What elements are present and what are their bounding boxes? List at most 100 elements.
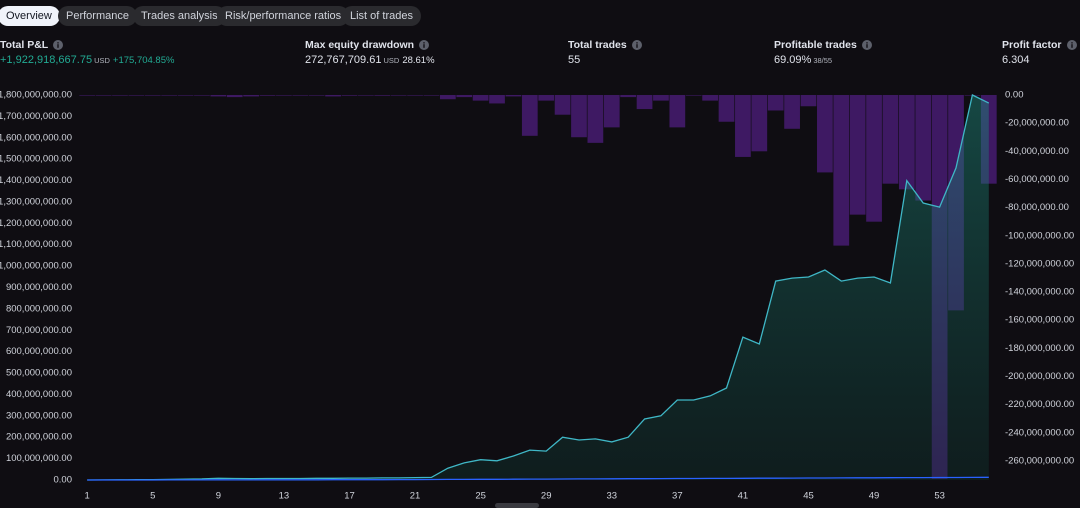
drawdown-bar xyxy=(636,95,653,110)
y-tick-label: 1,500,000,000.00 xyxy=(0,154,72,165)
y-tick-label: 800,000,000.00 xyxy=(6,303,72,314)
stat-value: 6.304 xyxy=(1002,54,1030,66)
x-tick-label: 45 xyxy=(803,491,814,502)
stat-value: 272,767,709.61 xyxy=(305,54,382,66)
drawdown-bar xyxy=(456,95,473,98)
x-tick-label: 5 xyxy=(150,491,155,502)
stat: Total trades 55 xyxy=(568,38,642,66)
drawdown-bar xyxy=(374,95,391,96)
drawdown-bar xyxy=(948,95,964,311)
tab[interactable]: Performance xyxy=(58,6,137,26)
y-tick-label: 0.00 xyxy=(54,475,73,486)
drawdown-bar xyxy=(653,95,669,101)
x-tick-label: 37 xyxy=(672,491,683,502)
drawdown-bar xyxy=(685,95,702,96)
drawdown-bar xyxy=(833,95,850,246)
drawdown-bar xyxy=(964,95,981,96)
drawdown-bar xyxy=(882,95,899,184)
tab[interactable]: List of trades xyxy=(342,6,421,26)
info-icon[interactable] xyxy=(861,40,872,50)
y2-tick-label: -200,000,000.00 xyxy=(1005,371,1074,382)
y-tick-label: 1,100,000,000.00 xyxy=(0,239,72,250)
equity-area xyxy=(87,95,989,480)
y2-tick-label: -240,000,000.00 xyxy=(1005,427,1074,438)
drawdown-bar xyxy=(505,95,522,97)
y-tick-label: 1,300,000,000.00 xyxy=(0,196,72,207)
y-tick-label: 1,200,000,000.00 xyxy=(0,218,72,229)
x-tick-label: 1 xyxy=(85,491,90,502)
y2-tick-label: -160,000,000.00 xyxy=(1005,315,1074,326)
tab[interactable]: Risk/performance ratios xyxy=(217,6,350,26)
drawdown-bar xyxy=(177,95,194,96)
drawdown-bar xyxy=(751,95,768,152)
tab[interactable]: Overview xyxy=(0,6,60,26)
x-tick-label: 25 xyxy=(475,491,486,502)
tab[interactable]: Trades analysis xyxy=(133,6,226,26)
drawdown-bar xyxy=(784,95,800,129)
drawdown-bar xyxy=(849,95,866,215)
stat-label: Profitable trades xyxy=(774,39,857,51)
drawdown-bar xyxy=(603,95,620,128)
y-tick-label: 100,000,000.00 xyxy=(6,453,72,464)
drawdown-bar xyxy=(554,95,571,115)
y-tick-label: 1,400,000,000.00 xyxy=(0,175,72,186)
drawdown-bar xyxy=(128,95,145,96)
x-tick-label: 17 xyxy=(344,491,355,502)
stat-unit: USD xyxy=(94,56,110,65)
y-tick-label: 1,700,000,000.00 xyxy=(0,111,72,122)
y-tick-label: 400,000,000.00 xyxy=(6,389,72,400)
drawdown-bar xyxy=(194,95,210,96)
equity-line xyxy=(87,94,990,481)
y2-tick-label: -20,000,000.00 xyxy=(1005,118,1069,129)
drawdown-bar xyxy=(226,95,243,98)
drawdown-bar xyxy=(931,95,948,479)
stat-extra: 38/55 xyxy=(813,56,833,65)
drawdown-bar xyxy=(735,95,751,157)
x-tick-label: 49 xyxy=(869,491,880,502)
drawdown-bar xyxy=(112,95,128,96)
drawdown-bar xyxy=(718,95,735,122)
info-icon[interactable] xyxy=(631,40,642,50)
y2-tick-label: -80,000,000.00 xyxy=(1005,202,1069,213)
drawdown-bar xyxy=(358,95,374,96)
info-icon[interactable] xyxy=(53,40,64,50)
stat-unit: USD xyxy=(383,56,400,65)
scrollbar[interactable] xyxy=(495,503,539,508)
drawdown-bar xyxy=(292,95,309,96)
drawdown-bar xyxy=(767,95,784,111)
y2-tick-label: -60,000,000.00 xyxy=(1005,174,1069,185)
drawdown-bar xyxy=(423,95,440,96)
drawdown-bar xyxy=(538,95,555,101)
y2-tick-label: -140,000,000.00 xyxy=(1005,287,1074,298)
info-icon[interactable] xyxy=(419,40,430,50)
stat: Profit factor 6.304 xyxy=(1002,38,1077,66)
y2-tick-label: -260,000,000.00 xyxy=(1005,456,1074,467)
drawdown-bar xyxy=(472,95,489,101)
y-tick-label: 500,000,000.00 xyxy=(6,368,72,379)
drawdown-bar xyxy=(95,95,112,96)
stat: Max equity drawdown 272,767,709.61 USD 28.… xyxy=(305,38,435,66)
drawdown-bar xyxy=(407,95,423,96)
drawdown-bar xyxy=(571,95,587,138)
drawdown-bar xyxy=(489,95,505,104)
y-tick-label: 700,000,000.00 xyxy=(6,325,72,336)
y-tick-label: 1,000,000,000.00 xyxy=(0,261,72,272)
info-icon[interactable] xyxy=(1066,40,1077,50)
drawdown-bar xyxy=(898,95,915,190)
x-tick-label: 21 xyxy=(410,491,421,502)
y2-tick-label: -120,000,000.00 xyxy=(1005,258,1074,269)
y2-tick-label: -40,000,000.00 xyxy=(1005,146,1069,157)
drawdown-bar xyxy=(243,95,259,97)
stat: Total P&L +1,922,918,667.75 USD +175,704.8… xyxy=(0,38,174,66)
drawdown-bar xyxy=(79,95,96,96)
x-tick-label: 29 xyxy=(541,491,552,502)
drawdown-bar xyxy=(210,95,227,97)
drawdown-bar xyxy=(817,95,833,173)
stat-label: Total P&L xyxy=(0,39,49,51)
x-tick-label: 33 xyxy=(606,491,617,502)
drawdown-bar xyxy=(325,95,341,97)
stat-label: Total trades xyxy=(568,39,627,51)
y2-tick-label: -220,000,000.00 xyxy=(1005,399,1074,410)
